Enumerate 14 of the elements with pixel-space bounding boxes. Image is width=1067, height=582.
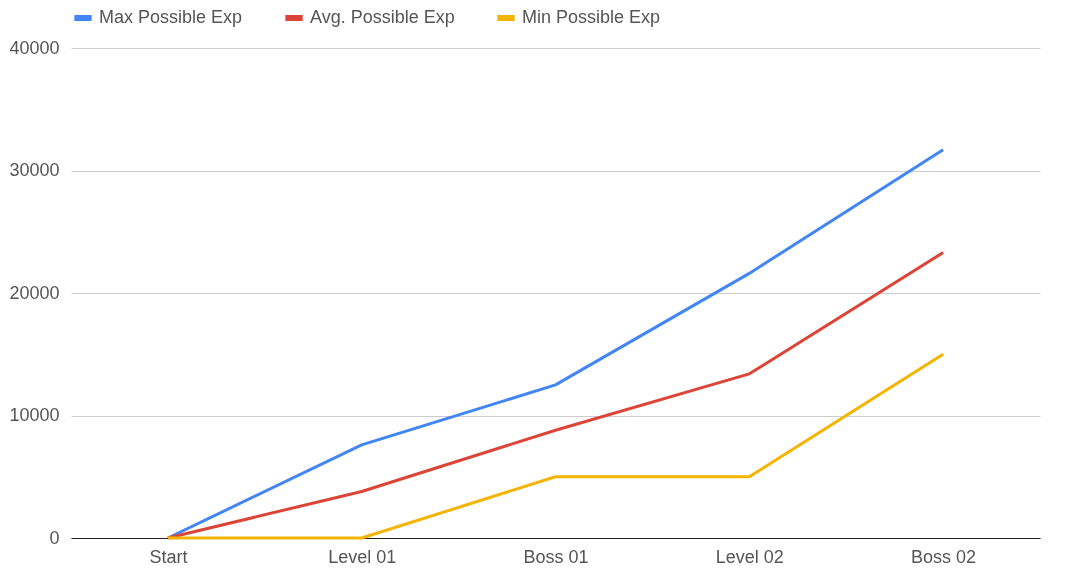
legend-label: Avg. Possible Exp (310, 7, 455, 27)
y-tick-label: 0 (49, 527, 60, 548)
legend-label: Max Possible Exp (99, 7, 243, 27)
x-tick-label: Boss 02 (911, 546, 977, 567)
legend-label: Min Possible Exp (522, 7, 661, 27)
x-tick-label: Boss 01 (523, 546, 589, 567)
x-tick-label: Level 02 (715, 546, 784, 567)
y-tick-label: 30000 (9, 160, 60, 180)
y-tick-label: 40000 (9, 37, 60, 58)
line-series (166, 251, 945, 540)
x-tick-label: Level 01 (328, 546, 397, 567)
x-tick-label: Start (149, 546, 188, 567)
y-tick-label: 20000 (9, 282, 60, 303)
y-tick-label: 10000 (9, 405, 60, 425)
